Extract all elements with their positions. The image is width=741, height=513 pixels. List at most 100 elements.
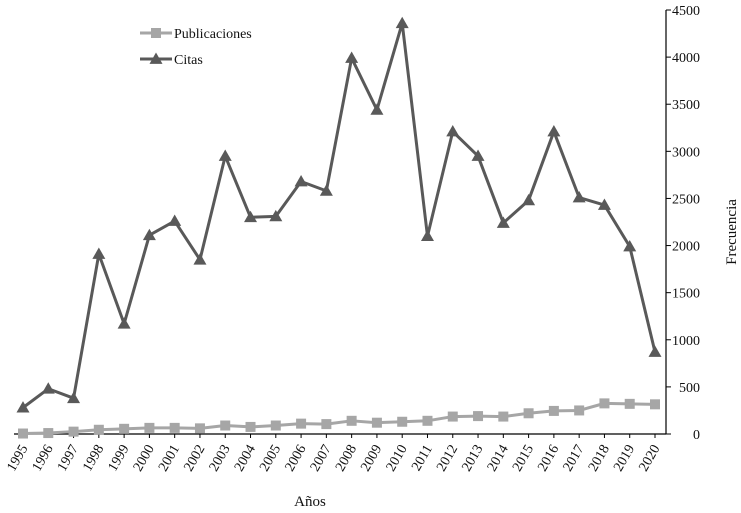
data-point-citas xyxy=(471,149,485,161)
data-point-citas xyxy=(345,51,359,63)
data-point-publicaciones xyxy=(119,423,130,434)
x-axis-ticks: 1995199619971998199920002001200220032004… xyxy=(4,434,663,474)
data-point-citas xyxy=(67,391,81,404)
y-tick-label: 4500 xyxy=(672,4,700,19)
data-point-citas xyxy=(395,16,409,29)
data-point-citas xyxy=(370,103,384,115)
data-point-citas xyxy=(572,191,586,203)
series-line-citas xyxy=(22,21,657,409)
data-point-publicaciones xyxy=(650,399,660,410)
data-point-publicaciones xyxy=(498,411,509,422)
data-point-publicaciones xyxy=(321,419,332,430)
series-line-publicaciones xyxy=(22,401,656,436)
data-point-citas xyxy=(269,209,283,222)
y-tick-label: 3000 xyxy=(672,145,700,160)
data-point-citas xyxy=(142,228,156,241)
x-tick-label: 2010 xyxy=(384,443,411,475)
data-point-citas xyxy=(218,149,232,161)
series-citas xyxy=(16,16,662,413)
data-point-publicaciones xyxy=(220,420,231,431)
x-tick-label: 2012 xyxy=(434,443,461,475)
x-tick-label: 2005 xyxy=(257,443,284,475)
data-point-publicaciones xyxy=(599,398,610,409)
data-point-publicaciones xyxy=(397,416,408,427)
data-point-citas xyxy=(623,239,637,252)
data-point-publicaciones xyxy=(523,408,534,419)
data-point-publicaciones xyxy=(574,405,585,416)
x-tick-label: 1997 xyxy=(55,443,82,475)
x-tick-label: 2004 xyxy=(232,443,259,475)
chart-legend: Publicaciones Citas xyxy=(140,27,252,68)
x-tick-label: 2017 xyxy=(561,443,588,475)
x-tick-label: 1996 xyxy=(30,443,57,475)
x-tick-label: 2019 xyxy=(611,443,638,475)
x-tick-label: 2009 xyxy=(358,443,385,475)
series-publicaciones xyxy=(18,398,660,439)
x-tick-label: 2020 xyxy=(636,443,663,475)
data-point-citas xyxy=(522,193,536,206)
chart-axes xyxy=(14,10,667,435)
data-point-publicaciones xyxy=(346,415,357,426)
y-tick-label: 4000 xyxy=(672,51,700,66)
data-point-publicaciones xyxy=(194,423,205,434)
data-point-publicaciones xyxy=(144,422,155,433)
data-point-citas xyxy=(319,184,333,196)
x-tick-label: 2006 xyxy=(283,443,310,475)
x-tick-label: 2013 xyxy=(460,443,487,475)
legend-label-publicaciones: Publicaciones xyxy=(174,27,252,42)
data-point-publicaciones xyxy=(371,417,382,428)
data-point-citas xyxy=(117,317,131,329)
data-point-publicaciones xyxy=(169,422,180,433)
x-axis-title: Años xyxy=(294,494,326,510)
data-point-citas xyxy=(193,253,207,265)
data-point-publicaciones xyxy=(624,398,635,409)
y-tick-label: 1500 xyxy=(672,287,700,302)
data-point-publicaciones xyxy=(18,428,28,439)
x-tick-label: 2000 xyxy=(131,443,158,475)
data-point-publicaciones xyxy=(93,424,104,435)
legend-label-citas: Citas xyxy=(174,53,203,68)
data-point-citas xyxy=(16,401,30,413)
y-tick-label: 2500 xyxy=(672,192,700,207)
y-axis-title: Frecuencia xyxy=(724,199,740,265)
y-tick-label: 0 xyxy=(693,428,700,443)
x-tick-label: 1998 xyxy=(80,443,107,475)
legend-marker-publicaciones xyxy=(151,28,161,38)
x-tick-label: 2018 xyxy=(586,443,613,475)
data-point-publicaciones xyxy=(548,405,559,416)
data-point-citas xyxy=(420,229,434,242)
y-tick-label: 1000 xyxy=(672,334,700,349)
x-tick-label: 1999 xyxy=(106,443,133,475)
data-point-citas xyxy=(92,247,106,259)
x-tick-label: 2003 xyxy=(207,443,234,475)
x-tick-label: 2015 xyxy=(510,443,537,475)
data-point-citas xyxy=(244,210,258,223)
data-point-publicaciones xyxy=(68,426,79,437)
y-axis-ticks: 0 500 1000 1500 2000 2500 3000 3500 4000 4500 xyxy=(666,4,700,443)
data-point-citas xyxy=(168,214,182,226)
x-tick-label: 2001 xyxy=(156,443,183,475)
data-point-citas xyxy=(496,216,510,228)
data-point-citas xyxy=(597,198,611,210)
x-tick-label: 1995 xyxy=(4,443,31,475)
x-tick-label: 2008 xyxy=(333,443,360,475)
data-point-publicaciones xyxy=(473,411,484,422)
data-point-publicaciones xyxy=(245,421,256,432)
data-point-publicaciones xyxy=(43,428,54,439)
x-tick-label: 2007 xyxy=(308,443,335,475)
data-point-citas xyxy=(547,125,561,137)
x-tick-label: 2011 xyxy=(409,443,436,474)
x-tick-label: 2016 xyxy=(535,443,562,475)
data-point-citas xyxy=(41,382,55,394)
chart-series xyxy=(16,16,662,439)
data-point-citas xyxy=(446,125,460,137)
data-point-publicaciones xyxy=(422,415,433,426)
data-point-citas xyxy=(294,174,308,187)
y-tick-label: 2000 xyxy=(672,240,700,255)
data-point-citas xyxy=(648,345,662,357)
y-tick-label: 3500 xyxy=(672,98,700,113)
x-tick-label: 2014 xyxy=(485,443,512,475)
y-tick-label: 500 xyxy=(679,381,700,396)
legend-marker-citas xyxy=(149,52,163,64)
